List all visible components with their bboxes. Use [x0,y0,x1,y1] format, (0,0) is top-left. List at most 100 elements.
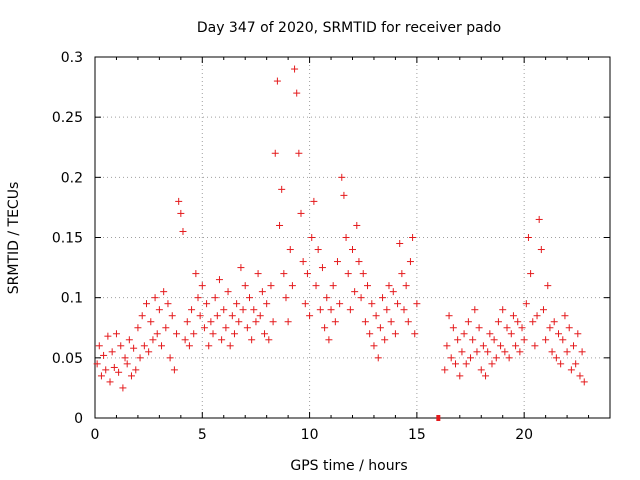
data-point [179,227,187,235]
data-point [469,336,477,344]
data-point [325,336,333,344]
data-point [387,318,395,326]
data-point [364,282,372,290]
data-point [529,318,537,326]
data-point [509,312,517,320]
data-point [102,366,110,374]
data-point [312,282,320,290]
x-tick-label: 5 [198,427,207,443]
data-point [215,276,223,284]
data-point [533,312,541,320]
data-point [550,318,558,326]
data-point [327,306,335,314]
data-point [261,330,269,338]
data-point [494,318,502,326]
data-point [93,360,101,368]
data-point [173,330,181,338]
data-point [252,318,260,326]
data-point [278,185,286,193]
data-point [499,306,507,314]
data-point [546,324,554,332]
data-point [164,300,172,308]
data-point [497,342,505,350]
data-point [143,300,150,308]
data-point [454,336,462,344]
data-point [211,294,219,302]
y-tick-label: 0.05 [52,351,83,367]
data-point [557,360,565,368]
data-point [567,366,575,374]
data-point [570,342,578,350]
data-point [115,368,123,376]
data-point [379,294,387,302]
data-point [200,324,208,332]
data-point [336,300,344,308]
data-point [514,318,522,326]
data-point [239,306,247,314]
data-point [357,294,365,302]
data-point [535,215,543,223]
data-point [213,312,221,320]
x-tick-label: 10 [301,427,319,443]
data-point [183,318,191,326]
data-point [402,282,410,290]
x-tick-label: 20 [515,427,533,443]
data-point [170,366,178,374]
data-point [537,246,545,254]
data-point [299,258,307,266]
y-tick-label: 0.1 [61,291,83,307]
y-tick-label: 0.15 [52,231,83,247]
data-point [524,234,532,241]
data-point [576,372,584,380]
data-point [471,306,479,314]
data-point [342,234,350,241]
data-point [447,354,455,362]
data-point [263,300,271,308]
data-point [160,288,168,296]
data-point [256,312,264,320]
data-point [527,270,535,278]
data-point [310,197,318,205]
data-point [488,360,496,368]
data-point [561,312,569,320]
data-point [333,258,341,266]
data-point [479,342,487,350]
data-point [501,348,509,356]
data-point [477,366,485,374]
data-point [181,336,189,344]
data-point [409,234,417,241]
data-point [400,306,408,314]
data-point [555,330,562,338]
data-point [346,306,354,314]
data-point [394,300,402,308]
data-point [265,336,273,344]
data-point [112,330,120,338]
data-point [372,312,380,320]
data-point [130,344,138,352]
data-point [308,234,316,241]
data-point [190,330,198,338]
data-point [243,324,251,332]
data-point [467,354,475,362]
data-point [306,312,314,320]
data-point [458,348,466,356]
data-point [445,312,453,320]
data-point [134,324,142,332]
data-point [246,294,253,302]
data-point [520,336,528,344]
data-point [542,336,550,344]
x-tick-label: 15 [408,427,426,443]
data-point [145,348,153,356]
data-points [93,65,588,421]
data-point [177,209,185,217]
data-point [486,330,494,338]
data-point [503,324,511,332]
data-point [443,342,451,350]
data-point [578,348,586,356]
data-point [226,342,234,350]
data-point [303,270,311,278]
data-point [374,354,382,362]
data-point [318,264,326,272]
data-point [228,312,236,320]
data-point [376,324,384,332]
